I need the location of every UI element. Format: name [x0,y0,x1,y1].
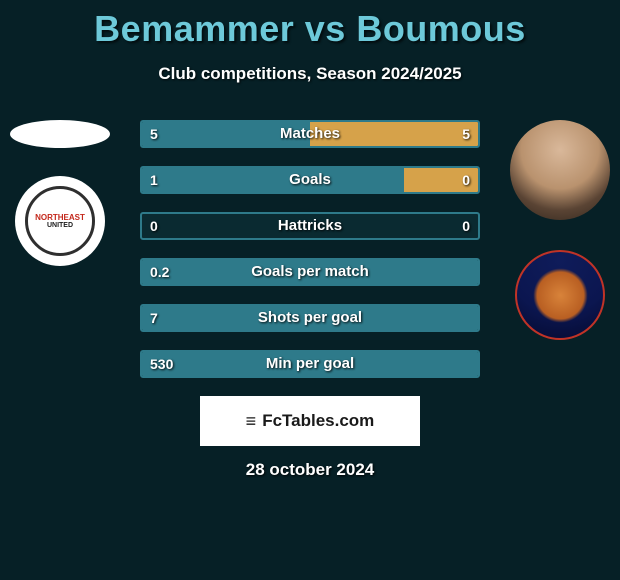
stat-row: 0.2Goals per match [140,258,480,286]
stat-row: 1Goals0 [140,166,480,194]
stat-row: 5Matches5 [140,120,480,148]
branding-text: FcTables.com [262,411,374,431]
page-title: Bemammer vs Boumous [0,0,620,50]
fctables-logo-icon: ≡ [246,411,257,432]
stat-label: Goals per match [140,258,480,286]
stat-label: Matches [140,120,480,148]
right-player-column [510,120,610,340]
stat-row: 7Shots per goal [140,304,480,332]
page-subtitle: Club competitions, Season 2024/2025 [0,64,620,84]
northeast-united-badge-icon: NORTHEAST UNITED [25,186,95,256]
stat-label: Min per goal [140,350,480,378]
right-player-photo [510,120,610,220]
stat-bars-container: 5Matches51Goals00Hattricks00.2Goals per … [140,120,480,378]
left-player-column: NORTHEAST UNITED [10,120,110,266]
branding-banner[interactable]: ≡ FcTables.com [200,396,420,446]
stat-label: Shots per goal [140,304,480,332]
badge-text-top: NORTHEAST [35,214,85,222]
stat-value-right: 5 [462,120,470,148]
left-player-avatar-placeholder [10,120,110,148]
left-club-badge: NORTHEAST UNITED [15,176,105,266]
stat-value-right: 0 [462,166,470,194]
delhi-dynamos-badge-icon [533,268,588,323]
comparison-content: NORTHEAST UNITED 5Matches51Goals00Hattri… [0,120,620,480]
right-club-badge [515,250,605,340]
stat-row: 0Hattricks0 [140,212,480,240]
badge-text-bottom: UNITED [47,222,73,229]
stat-label: Goals [140,166,480,194]
stat-row: 530Min per goal [140,350,480,378]
stat-label: Hattricks [140,212,480,240]
stat-value-right: 0 [462,212,470,240]
date-line: 28 october 2024 [0,460,620,480]
